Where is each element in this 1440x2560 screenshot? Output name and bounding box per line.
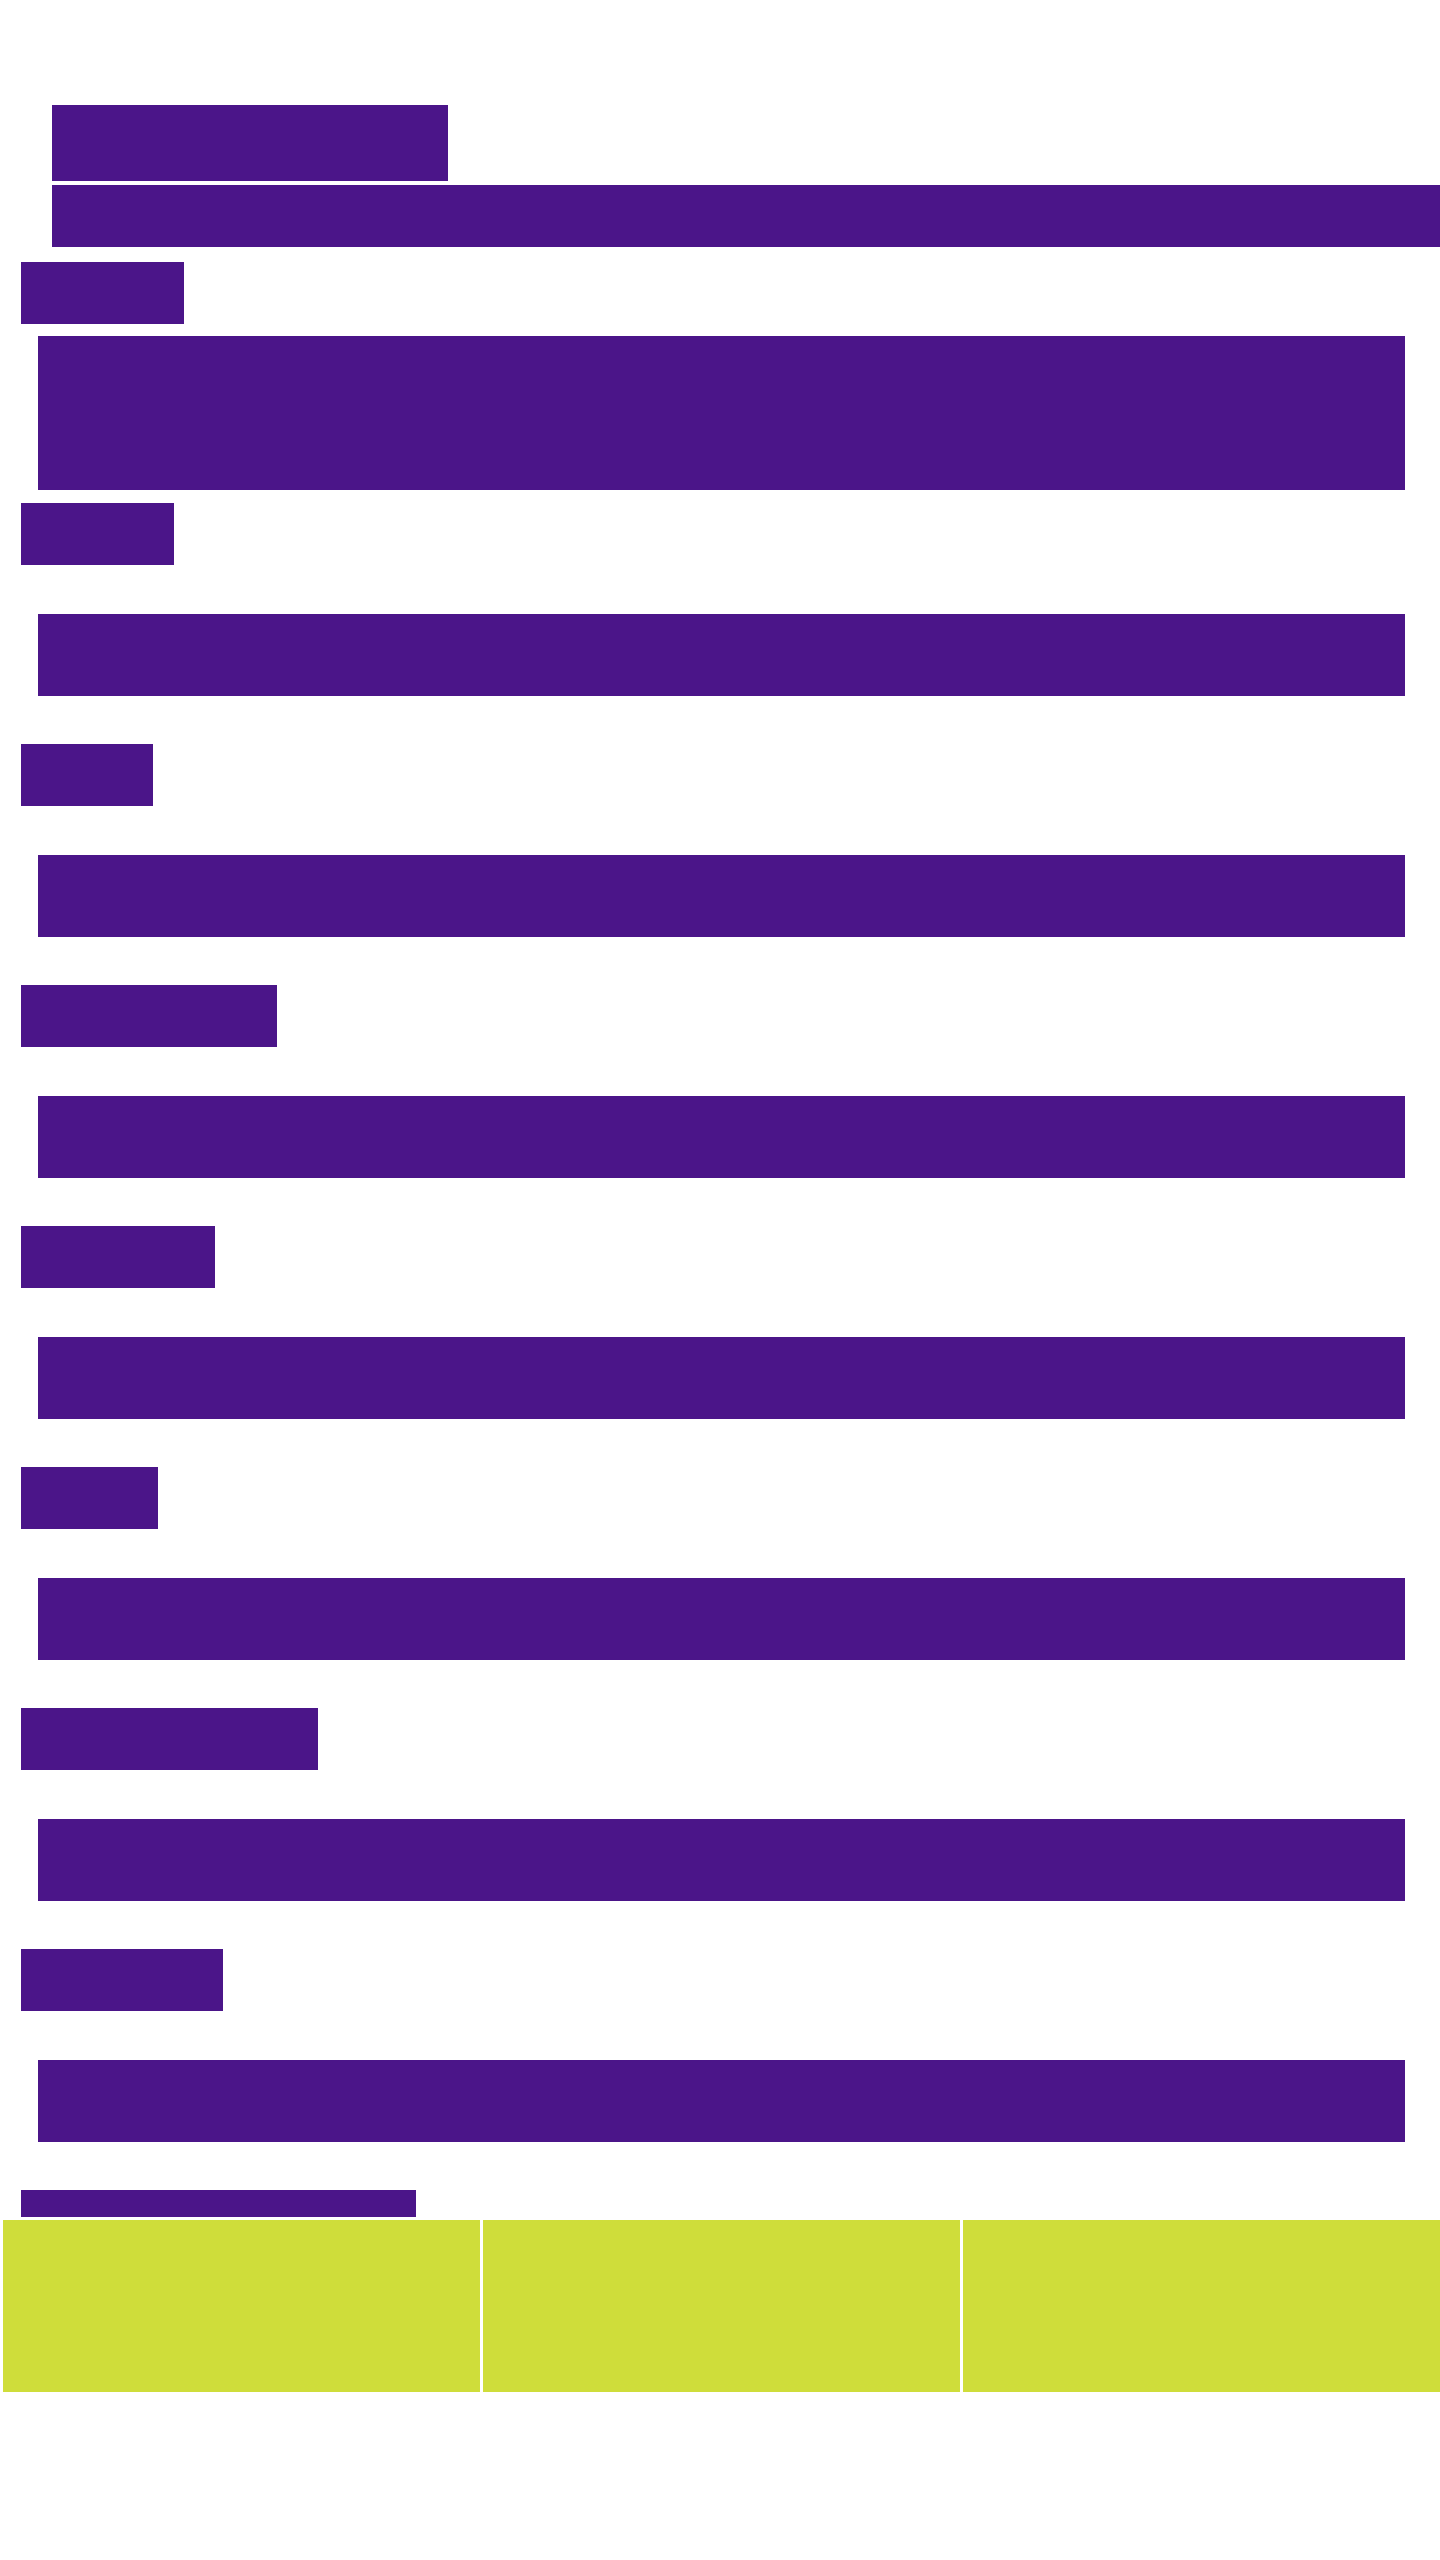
field-label-9 bbox=[21, 2190, 416, 2217]
bottom-tile-3[interactable] bbox=[963, 2220, 1440, 2392]
field-label-4 bbox=[21, 985, 277, 1047]
field-label-6 bbox=[21, 1467, 158, 1529]
field-label-8 bbox=[21, 1949, 223, 2011]
field-input-8[interactable] bbox=[38, 2060, 1405, 2142]
field-input-3[interactable] bbox=[38, 855, 1405, 937]
field-input-4[interactable] bbox=[38, 1096, 1405, 1178]
field-label-7 bbox=[21, 1708, 318, 1770]
bottom-tile-1[interactable] bbox=[3, 2220, 480, 2392]
bottom-tile-2[interactable] bbox=[483, 2220, 960, 2392]
field-input-7[interactable] bbox=[38, 1819, 1405, 1901]
field-label-1 bbox=[21, 262, 184, 324]
page-title-block bbox=[52, 105, 448, 181]
field-label-2 bbox=[21, 503, 174, 565]
field-input-6[interactable] bbox=[38, 1578, 1405, 1660]
page-subtitle-block bbox=[52, 185, 1440, 247]
field-label-5 bbox=[21, 1226, 215, 1288]
field-input-5[interactable] bbox=[38, 1337, 1405, 1419]
field-input-2[interactable] bbox=[38, 614, 1405, 696]
field-label-3 bbox=[21, 744, 153, 806]
field-textarea-1[interactable] bbox=[38, 336, 1405, 490]
